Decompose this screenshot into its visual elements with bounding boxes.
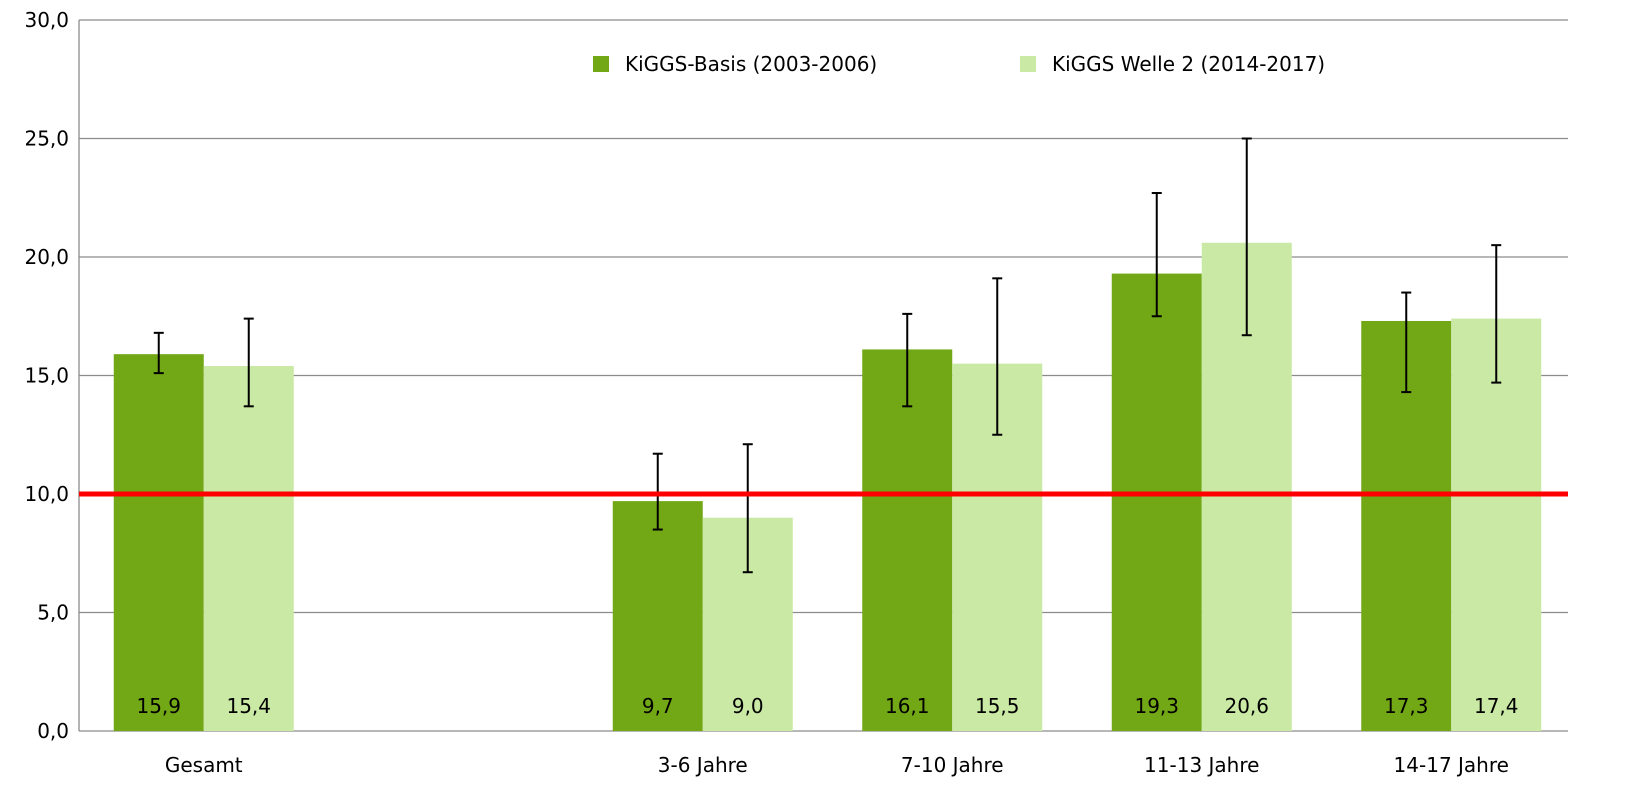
data-label: 15,5 bbox=[975, 694, 1020, 718]
legend-label: KiGGS Welle 2 (2014-2017) bbox=[1052, 52, 1325, 76]
bar bbox=[862, 349, 953, 731]
legend-swatch bbox=[1020, 56, 1036, 72]
data-label: 17,3 bbox=[1384, 694, 1429, 718]
bar bbox=[612, 501, 703, 731]
legend-label: KiGGS-Basis (2003-2006) bbox=[625, 52, 877, 76]
data-label: 9,0 bbox=[732, 694, 764, 718]
x-tick-label: 3-6 Jahre bbox=[658, 753, 748, 777]
y-tick-label: 20,0 bbox=[24, 245, 69, 269]
x-tick-label: 11-13 Jahre bbox=[1144, 753, 1259, 777]
bar bbox=[203, 366, 294, 731]
bar bbox=[1111, 273, 1202, 731]
y-tick-label: 5,0 bbox=[37, 601, 69, 625]
y-tick-label: 30,0 bbox=[24, 8, 69, 32]
x-tick-label: Gesamt bbox=[165, 753, 243, 777]
y-tick-label: 0,0 bbox=[37, 719, 69, 743]
bar bbox=[113, 354, 204, 731]
data-label: 19,3 bbox=[1134, 694, 1179, 718]
y-tick-label: 25,0 bbox=[24, 127, 69, 151]
bar bbox=[1451, 318, 1542, 731]
legend-swatch bbox=[593, 56, 609, 72]
y-tick-label: 10,0 bbox=[24, 482, 69, 506]
x-tick-label: 7-10 Jahre bbox=[901, 753, 1004, 777]
y-tick-label: 15,0 bbox=[24, 364, 69, 388]
data-label: 15,4 bbox=[226, 694, 271, 718]
x-tick-label: 14-17 Jahre bbox=[1394, 753, 1509, 777]
data-label: 17,4 bbox=[1474, 694, 1519, 718]
data-label: 9,7 bbox=[642, 694, 674, 718]
data-label: 15,9 bbox=[136, 694, 181, 718]
data-label: 16,1 bbox=[885, 694, 930, 718]
data-label: 20,6 bbox=[1224, 694, 1269, 718]
